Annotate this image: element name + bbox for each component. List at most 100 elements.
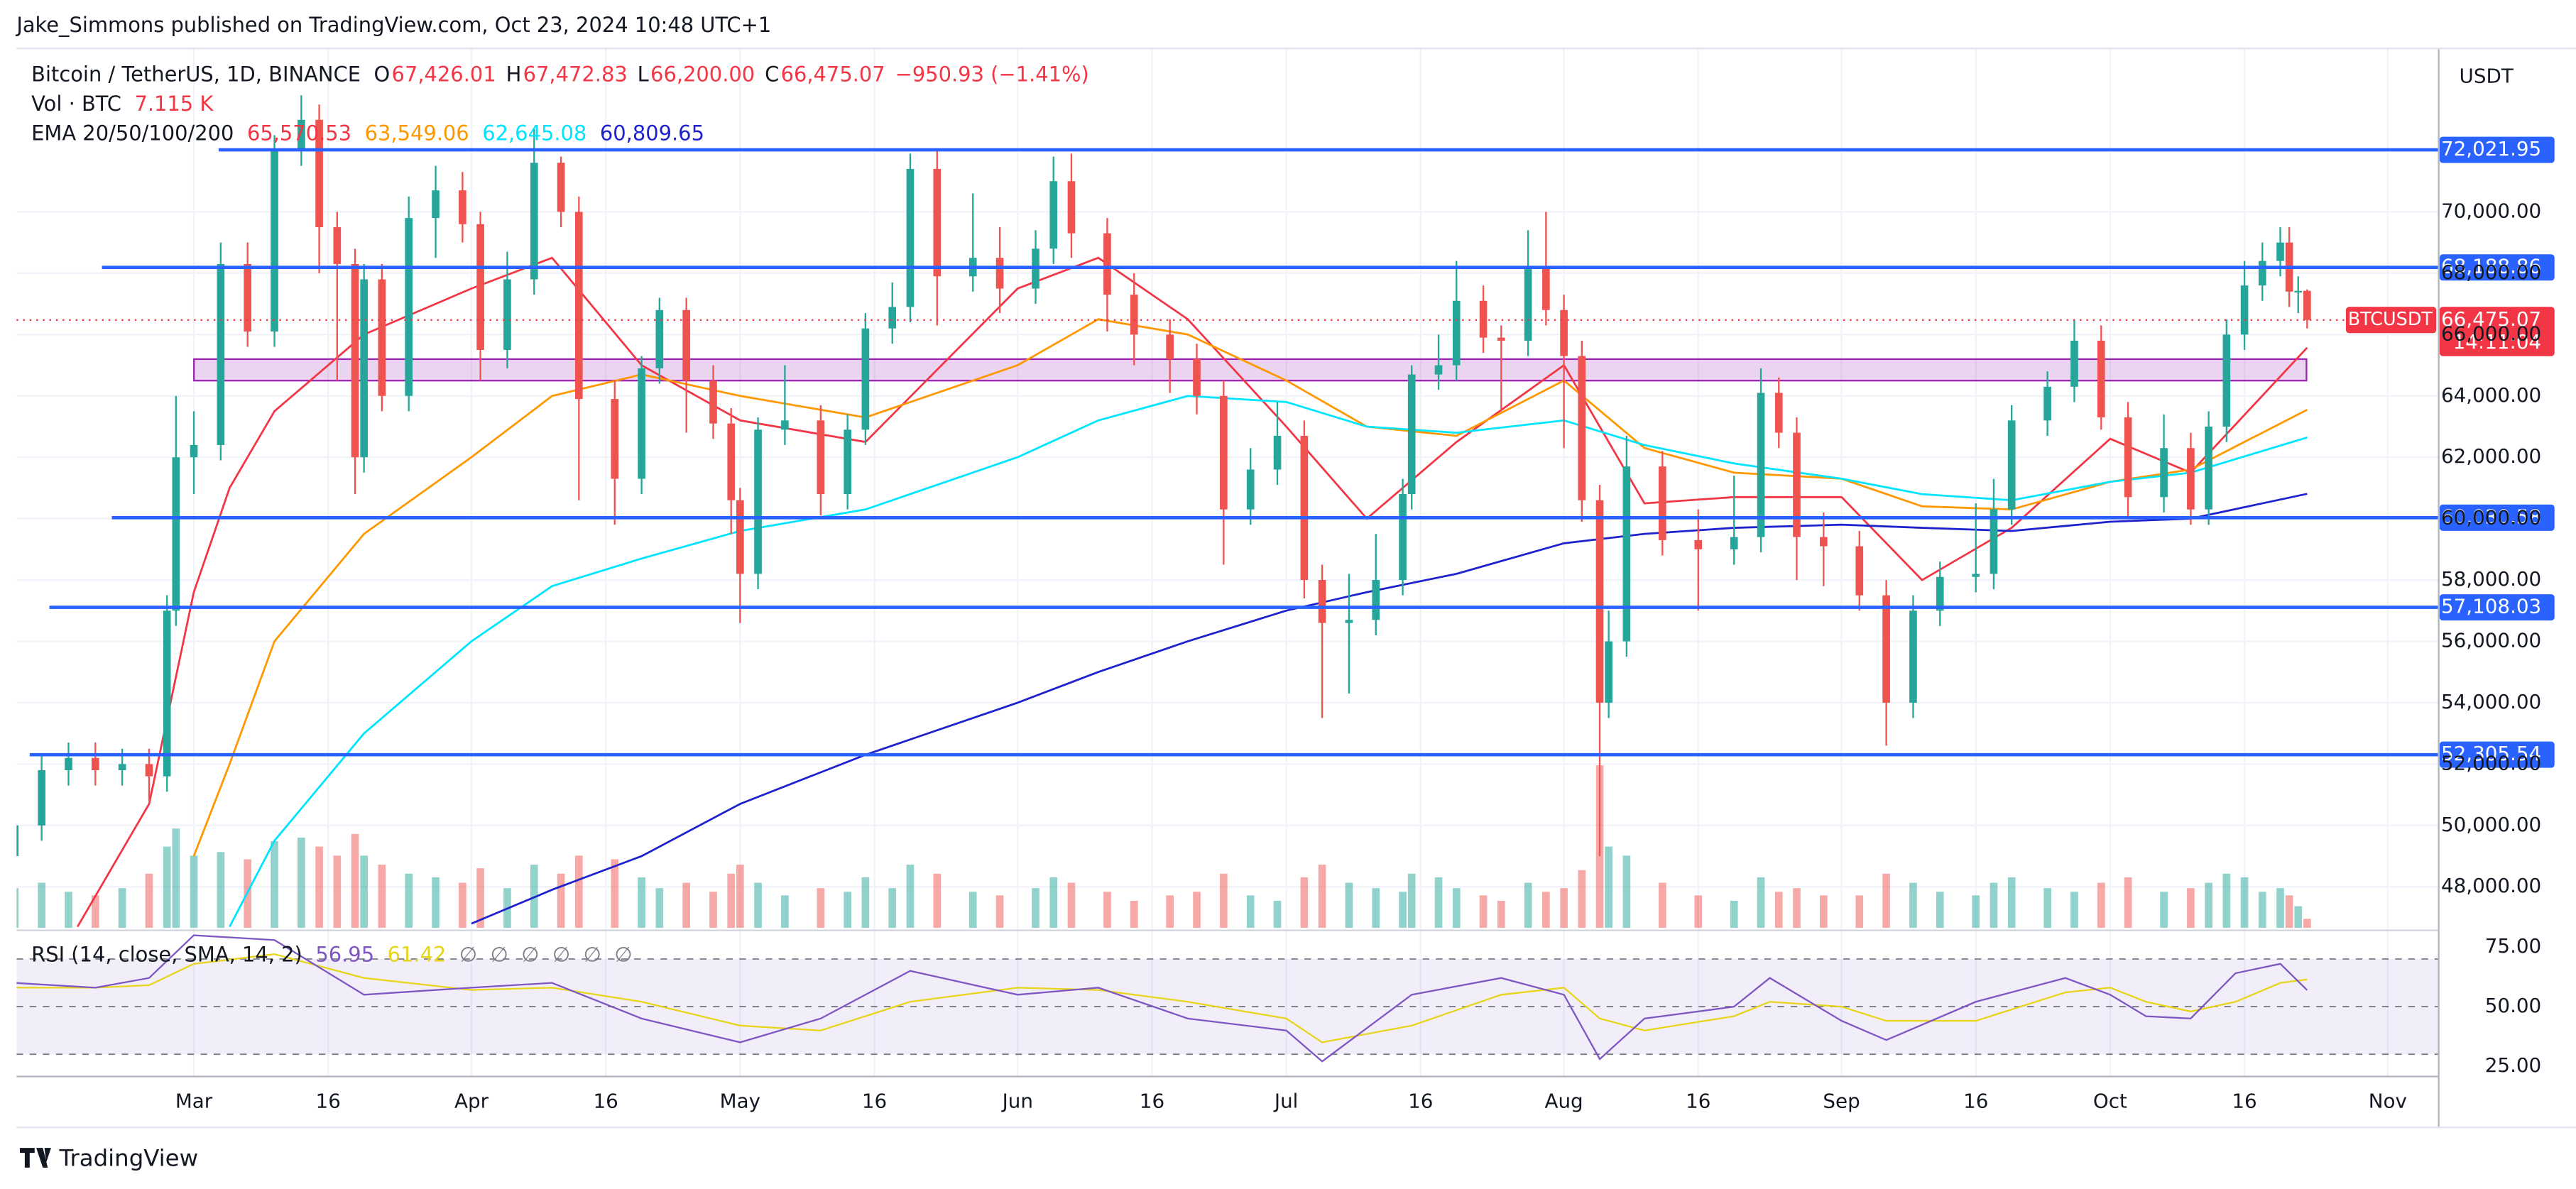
level-label: 72,021.95 bbox=[2441, 137, 2541, 160]
candle-body bbox=[1067, 181, 1076, 234]
volume-bar bbox=[2303, 919, 2311, 928]
volume-bar bbox=[1578, 870, 1586, 928]
candle-body bbox=[1622, 466, 1631, 642]
ema-value: 65,570.53 bbox=[247, 121, 351, 146]
y-tick-label: 50,000.00 bbox=[2441, 813, 2541, 836]
zone bbox=[193, 358, 2308, 382]
candle-body bbox=[1399, 494, 1407, 581]
candle-body bbox=[611, 399, 619, 479]
ohlc-value: 67,426.01 bbox=[392, 62, 496, 86]
candle-body bbox=[906, 168, 915, 307]
volume-bar bbox=[861, 877, 870, 928]
volume-bar bbox=[163, 846, 171, 928]
volume-bar bbox=[432, 877, 440, 928]
candle-body bbox=[1220, 395, 1228, 510]
candle-body bbox=[888, 307, 897, 329]
volume-bar bbox=[1130, 900, 1138, 928]
candle-body bbox=[271, 150, 278, 332]
volume-title: Vol · BTC bbox=[31, 92, 121, 116]
candle-body bbox=[995, 258, 1004, 289]
y-tick-label: 68,000.00 bbox=[2441, 261, 2541, 284]
rsi-empty: ∅ bbox=[584, 942, 601, 966]
ema-title: EMA 20/50/100/200 bbox=[31, 121, 234, 146]
candle-body bbox=[1793, 432, 1801, 537]
rsi-value: 56.95 bbox=[315, 942, 374, 966]
ohlc-key: H bbox=[506, 62, 522, 86]
x-tick-label: Jul bbox=[1273, 1089, 1298, 1112]
symbol-label: BTCUSDT bbox=[2348, 308, 2433, 329]
brand-logo bbox=[19, 1148, 51, 1168]
volume-bar bbox=[2285, 895, 2293, 928]
y-tick-label: 52,000.00 bbox=[2441, 751, 2541, 774]
volume-bar bbox=[2276, 888, 2284, 928]
volume-bar bbox=[1452, 888, 1461, 928]
volume-bar bbox=[2070, 892, 2078, 928]
candle-body bbox=[638, 368, 645, 479]
volume-bar bbox=[217, 852, 225, 928]
candle-body bbox=[315, 119, 323, 228]
level-label: 52,305.54 bbox=[2441, 742, 2541, 765]
candle-body bbox=[405, 218, 413, 396]
x-tick-label: 16 bbox=[594, 1089, 618, 1112]
volume-bar bbox=[172, 828, 180, 928]
volume-bar bbox=[298, 837, 305, 928]
x-tick-label: Jun bbox=[1001, 1089, 1033, 1112]
volume-bar bbox=[145, 873, 153, 928]
candle-body bbox=[16, 825, 19, 857]
y-tick-label: 64,000.00 bbox=[2441, 383, 2541, 407]
volume-bar bbox=[1972, 895, 1980, 928]
volume-bar bbox=[727, 873, 736, 928]
volume-bar bbox=[1434, 877, 1443, 928]
candle-body bbox=[2043, 386, 2051, 421]
level-tag bbox=[2439, 136, 2555, 163]
candle-body bbox=[2303, 290, 2311, 320]
candle-body bbox=[1318, 580, 1326, 623]
volume-bar bbox=[2205, 882, 2212, 928]
candle-body bbox=[2258, 261, 2266, 286]
x-tick-label: Apr bbox=[454, 1089, 489, 1112]
candle-body bbox=[244, 263, 252, 332]
volume-bar bbox=[1560, 888, 1568, 928]
rsi-tick-label: 25.00 bbox=[2485, 1053, 2541, 1077]
volume-bar bbox=[2187, 888, 2195, 928]
candle-body bbox=[575, 212, 583, 400]
candle-body bbox=[163, 610, 171, 777]
candle-body bbox=[2240, 285, 2249, 335]
candle-body bbox=[1497, 337, 1505, 341]
x-tick-label: May bbox=[720, 1089, 760, 1112]
volume-bar bbox=[190, 855, 198, 928]
countdown: 14:11:04 bbox=[2453, 330, 2542, 354]
candle-body bbox=[1542, 267, 1550, 310]
candle-body bbox=[2276, 242, 2284, 261]
volume-bar bbox=[736, 865, 744, 928]
volume-bar bbox=[2258, 892, 2266, 928]
x-tick-label: Mar bbox=[175, 1089, 213, 1112]
level-tag bbox=[2439, 504, 2555, 531]
volume-bar bbox=[638, 877, 645, 928]
volume-bar bbox=[781, 895, 789, 928]
volume-bar bbox=[315, 846, 323, 928]
ohlc-value: 67,472.83 bbox=[523, 62, 628, 86]
price-tag bbox=[2439, 307, 2555, 356]
volume-bar bbox=[271, 840, 278, 928]
rsi-sma-line bbox=[16, 953, 2308, 1043]
volume-bar bbox=[754, 882, 762, 928]
change-value: −950.93 (−1.41%) bbox=[895, 62, 1089, 86]
ohlc-value: 66,200.00 bbox=[650, 62, 755, 86]
candle-body bbox=[1730, 537, 1738, 549]
volume-bar bbox=[2007, 877, 2016, 928]
candle-body bbox=[736, 500, 744, 574]
candle-body bbox=[530, 163, 538, 280]
candle-body bbox=[217, 263, 225, 445]
y-tick-label: 54,000.00 bbox=[2441, 690, 2541, 713]
x-tick-label: Nov bbox=[2369, 1089, 2407, 1112]
volume-bar bbox=[1193, 892, 1201, 928]
candle-body bbox=[459, 190, 466, 224]
volume-bar bbox=[2294, 906, 2303, 928]
volume-bar bbox=[1497, 900, 1505, 928]
candle-body bbox=[844, 429, 851, 495]
volume-bar bbox=[655, 888, 664, 928]
volume-bar bbox=[1855, 895, 1864, 928]
x-tick-label: Aug bbox=[1544, 1089, 1583, 1112]
